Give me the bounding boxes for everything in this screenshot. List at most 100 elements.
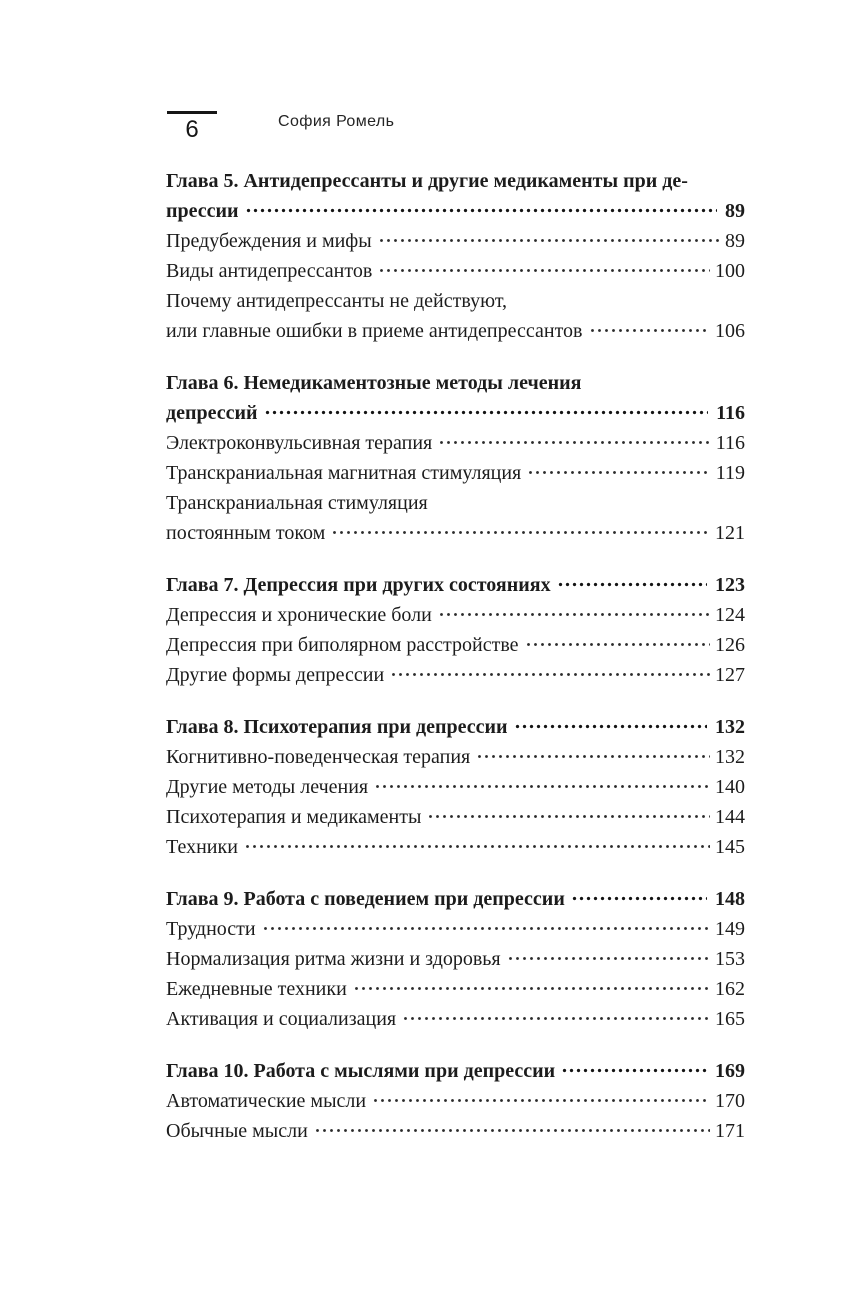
- toc-section: Глава 8. Психотерапия при депрессии 132 Ко…: [166, 712, 745, 862]
- toc-page-number: 144: [715, 806, 745, 828]
- dot-leader: [527, 458, 711, 488]
- toc-section: Глава 6. Немедикаментозные методы лечени…: [166, 368, 745, 548]
- toc-entry-line: постоянным током 121: [166, 518, 745, 548]
- toc-entry-title: Когнитивно-поведенческая терапия: [166, 746, 471, 768]
- toc-chapter-heading: Глава 8. Психотерапия при депрессии 132: [166, 712, 745, 742]
- toc-entry: Транскраниальная магнитная стимуляция 119: [166, 458, 745, 488]
- toc-entry-line: Почему антидепрессанты не действуют,: [166, 290, 508, 312]
- toc-entry: Нормализация ритма жизни и здоровья 153: [166, 944, 745, 974]
- toc-entry-line: Глава 7. Депрессия при других состояниях…: [166, 570, 745, 600]
- toc-chapter-heading: Глава 6. Немедикаментозные методы лечени…: [166, 368, 745, 428]
- toc-page-number: 132: [715, 746, 745, 768]
- dot-leader: [352, 974, 710, 1004]
- dot-leader: [372, 1086, 710, 1116]
- toc-entry-line: Нормализация ритма жизни и здоровья 153: [166, 944, 745, 974]
- toc-entry: Когнитивно-поведенческая терапия 132: [166, 742, 745, 772]
- page-number-block: 6: [167, 111, 217, 142]
- toc-entry-line: Депрессия и хронические боли 124: [166, 600, 745, 630]
- toc-entry: Другие формы депрессии 127: [166, 660, 745, 690]
- toc-chapter-heading: Глава 9. Работа с поведением при депресс…: [166, 884, 745, 914]
- dot-leader: [513, 712, 707, 742]
- toc-section: Глава 10. Работа с мыслями при депрессии…: [166, 1056, 745, 1146]
- dot-leader: [524, 630, 710, 660]
- dot-leader: [377, 226, 720, 256]
- toc-page-number: 165: [715, 1008, 745, 1030]
- toc-entry-line: Глава 8. Психотерапия при депрессии 132: [166, 712, 745, 742]
- toc-page-number: 140: [715, 776, 745, 798]
- toc-page-number: 149: [715, 918, 745, 940]
- folio-number: 6: [185, 116, 199, 143]
- toc-page-number: 100: [715, 260, 745, 282]
- folio-rule: [167, 111, 217, 114]
- toc-page-number: 127: [715, 664, 745, 686]
- toc-entry-title: Автоматические мысли: [166, 1090, 367, 1112]
- dot-leader: [588, 316, 710, 346]
- toc-page-number: 132: [715, 716, 745, 738]
- dot-leader: [427, 802, 710, 832]
- toc-entry-title: постоянным током: [166, 522, 326, 544]
- toc-page-number: 116: [716, 402, 745, 424]
- toc-entry-line: Предубеждения и мифы 89: [166, 226, 745, 256]
- dot-leader: [402, 1004, 710, 1034]
- dot-leader: [570, 884, 707, 914]
- toc-chapter-heading: Глава 7. Депрессия при других состояниях…: [166, 570, 745, 600]
- dot-leader: [390, 660, 710, 690]
- toc-entry-line: Другие формы депрессии 127: [166, 660, 745, 690]
- toc-entry-line: Техники 145: [166, 832, 745, 862]
- toc-page-number: 121: [715, 522, 745, 544]
- toc-entry-title: Электроконвульсивная терапия: [166, 432, 433, 454]
- toc-entry: Предубеждения и мифы 89: [166, 226, 745, 256]
- dot-leader: [438, 428, 711, 458]
- toc-entry-line: Глава 10. Работа с мыслями при депрессии…: [166, 1056, 745, 1086]
- toc-page-number: 169: [715, 1060, 745, 1082]
- dot-leader: [261, 914, 710, 944]
- toc-entry: Электроконвульсивная терапия 116: [166, 428, 745, 458]
- toc-chapter-title: прессии: [166, 200, 239, 222]
- toc-entry-line: Обычные мысли 171: [166, 1116, 745, 1146]
- dot-leader: [313, 1116, 710, 1146]
- dot-leader: [556, 570, 707, 600]
- dot-leader: [378, 256, 710, 286]
- toc-entry-line: Глава 9. Работа с поведением при депресс…: [166, 884, 745, 914]
- toc-section: Глава 5. Антидепрессанты и другие медика…: [166, 166, 745, 346]
- toc-page-number: 123: [715, 574, 745, 596]
- toc-entry-title: Другие формы депрессии: [166, 664, 385, 686]
- toc-entry-title: Депрессия и хронические боли: [166, 604, 432, 626]
- toc-page-number: 124: [715, 604, 745, 626]
- toc-page-number: 89: [725, 230, 745, 252]
- dot-leader: [561, 1056, 707, 1086]
- toc-entry-title: Депрессия при биполярном расстройстве: [166, 634, 519, 656]
- running-title: София Ромель: [278, 113, 395, 130]
- toc-entry-line: прессии 89: [166, 196, 745, 226]
- toc-entry-line: или главные ошибки в приеме антидепресса…: [166, 316, 745, 346]
- toc-entry-title: Ежедневные техники: [166, 978, 347, 1000]
- toc-page-number: 119: [715, 462, 745, 484]
- toc-entry-title: Трудности: [166, 918, 256, 940]
- toc-entry: Психотерапия и медикаменты 144: [166, 802, 745, 832]
- toc-entry: Транскраниальная стимуляция постоянным то…: [166, 488, 745, 548]
- toc-entry-line: Транскраниальная магнитная стимуляция 119: [166, 458, 745, 488]
- toc-page-number: 106: [715, 320, 745, 342]
- toc-page-number: 116: [715, 432, 745, 454]
- toc-entry-line: Глава 5. Антидепрессанты и другие медика…: [166, 170, 688, 192]
- dot-leader: [374, 772, 710, 802]
- toc-chapter-title: Глава 9. Работа с поведением при депресс…: [166, 888, 565, 910]
- dot-leader: [331, 518, 710, 548]
- toc-entry: Автоматические мысли 170: [166, 1086, 745, 1116]
- dot-leader: [476, 742, 710, 772]
- toc-page-number: 171: [715, 1120, 745, 1142]
- toc-page-number: 148: [715, 888, 745, 910]
- dot-leader: [263, 398, 709, 428]
- toc-entry-line: Активация и социализация 165: [166, 1004, 745, 1034]
- toc-entry: Депрессия и хронические боли 124: [166, 600, 745, 630]
- toc-entry-title: Транскраниальная магнитная стимуляция: [166, 462, 522, 484]
- toc-entry-line: Автоматические мысли 170: [166, 1086, 745, 1116]
- dot-leader: [244, 196, 717, 226]
- toc-page-number: 145: [715, 836, 745, 858]
- toc-entry: Ежедневные техники 162: [166, 974, 745, 1004]
- toc-entry-line: Ежедневные техники 162: [166, 974, 745, 1004]
- toc-entry-title: Активация и социализация: [166, 1008, 397, 1030]
- toc-entry-title: Виды антидепрессантов: [166, 260, 373, 282]
- toc-entry: Трудности 149: [166, 914, 745, 944]
